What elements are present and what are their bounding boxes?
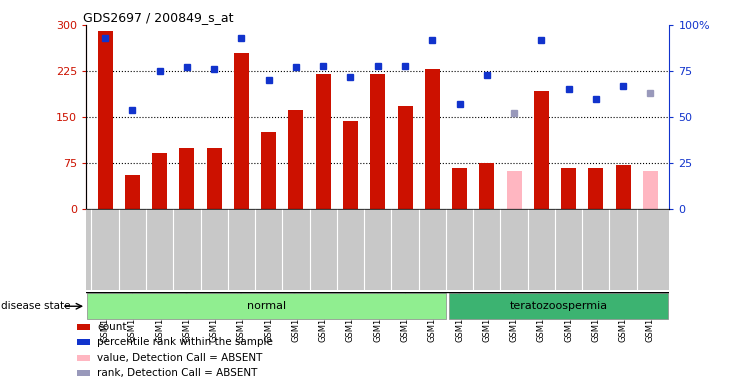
Text: count: count [97, 322, 127, 332]
Bar [77, 339, 91, 345]
Bar [561, 167, 576, 209]
FancyBboxPatch shape [449, 293, 668, 319]
Bar [125, 175, 140, 209]
Bar [261, 132, 276, 209]
Bar [206, 148, 221, 209]
Bar [77, 354, 91, 361]
Bar [289, 110, 304, 209]
Bar [152, 153, 167, 209]
Bar [534, 91, 549, 209]
Bar [77, 370, 91, 376]
Bar [316, 74, 331, 209]
Text: value, Detection Call = ABSENT: value, Detection Call = ABSENT [97, 353, 263, 362]
Bar [479, 162, 494, 209]
Bar [643, 171, 658, 209]
Text: GDS2697 / 200849_s_at: GDS2697 / 200849_s_at [83, 11, 233, 24]
Bar [397, 106, 412, 209]
Bar [370, 74, 385, 209]
FancyBboxPatch shape [88, 293, 446, 319]
Text: percentile rank within the sample: percentile rank within the sample [97, 337, 273, 347]
Bar [506, 171, 521, 209]
Bar [616, 165, 631, 209]
Bar [343, 121, 358, 209]
Text: normal: normal [247, 301, 286, 311]
Text: disease state: disease state [1, 301, 70, 311]
Bar [77, 324, 91, 330]
Text: teratozoospermia: teratozoospermia [509, 301, 607, 311]
Bar [452, 168, 467, 209]
Bar [589, 167, 604, 209]
Text: rank, Detection Call = ABSENT: rank, Detection Call = ABSENT [97, 368, 258, 378]
Bar [234, 53, 249, 209]
Bar [97, 31, 113, 209]
Bar [425, 69, 440, 209]
Bar [180, 148, 194, 209]
